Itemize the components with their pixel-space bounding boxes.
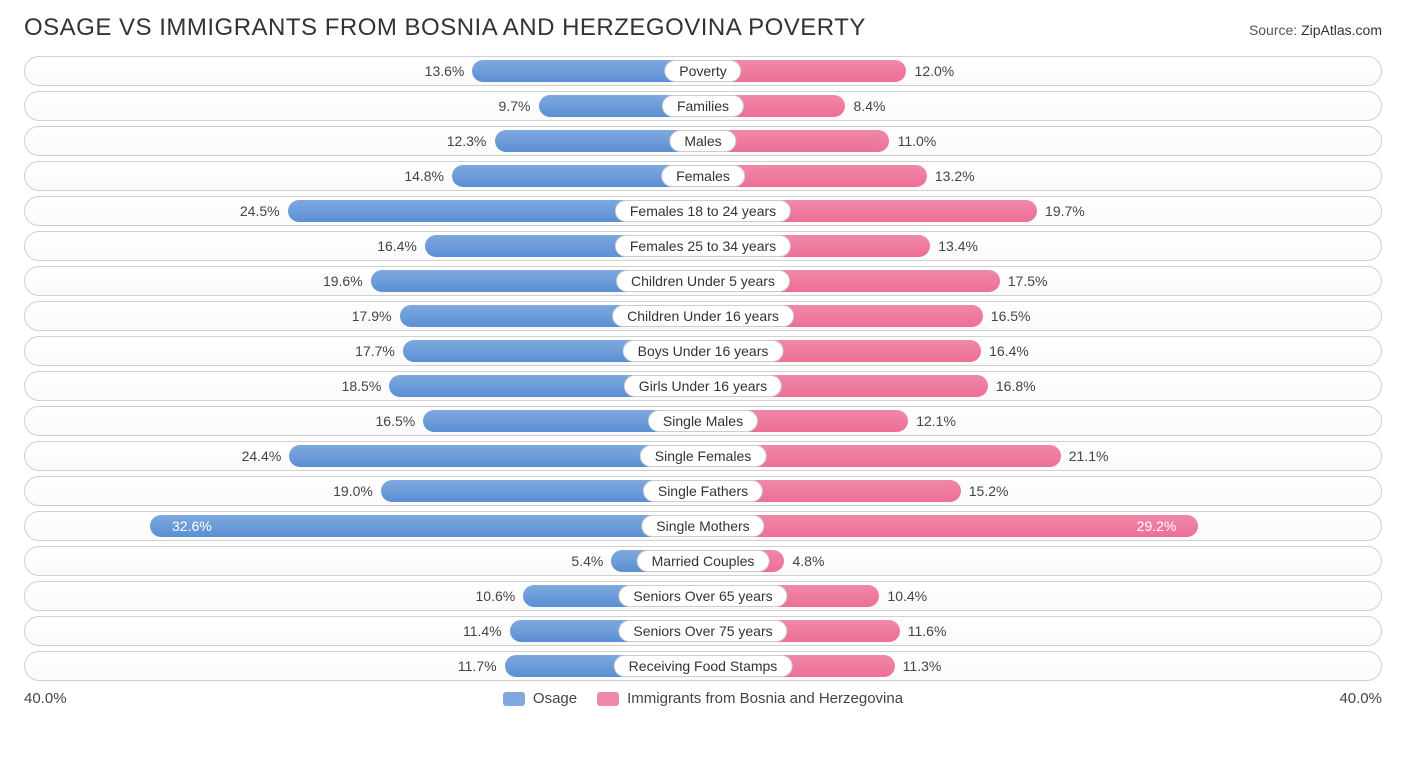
value-left: 11.7%	[458, 658, 497, 674]
value-left: 16.4%	[377, 238, 417, 254]
category-label: Poverty	[664, 60, 741, 82]
bar-left	[150, 515, 703, 537]
chart-row: 24.4% 21.1% Single Females	[24, 441, 1382, 471]
category-label: Receiving Food Stamps	[614, 655, 793, 677]
legend-item-left: Osage	[503, 690, 577, 707]
legend: Osage Immigrants from Bosnia and Herzego…	[503, 690, 903, 707]
category-label: Children Under 16 years	[612, 305, 794, 327]
value-left: 9.7%	[499, 98, 531, 114]
chart-row: 32.6% 29.2% Single Mothers	[24, 511, 1382, 541]
value-right: 10.4%	[887, 588, 927, 604]
chart-row: 17.7% 16.4% Boys Under 16 years	[24, 336, 1382, 366]
category-label: Married Couples	[637, 550, 770, 572]
category-label: Children Under 5 years	[616, 270, 790, 292]
legend-swatch-left	[503, 692, 525, 706]
legend-item-right: Immigrants from Bosnia and Herzegovina	[597, 690, 903, 707]
value-left: 13.6%	[425, 63, 465, 79]
legend-swatch-right	[597, 692, 619, 706]
value-right: 15.2%	[969, 483, 1009, 499]
value-right: 4.8%	[792, 553, 824, 569]
legend-label-left: Osage	[533, 690, 577, 707]
diverging-bar-chart: 13.6% 12.0% Poverty 9.7% 8.4% Families 12.3% 11…	[0, 50, 1406, 681]
category-label: Families	[662, 95, 744, 117]
value-left: 12.3%	[447, 133, 487, 149]
value-right: 12.0%	[915, 63, 955, 79]
chart-row: 17.9% 16.5% Children Under 16 years	[24, 301, 1382, 331]
legend-label-right: Immigrants from Bosnia and Herzegovina	[627, 690, 903, 707]
bar-right	[703, 515, 1198, 537]
value-left: 11.4%	[463, 623, 502, 639]
axis-max-right: 40.0%	[1339, 690, 1382, 707]
chart-row: 14.8% 13.2% Females	[24, 161, 1382, 191]
value-right: 13.4%	[938, 238, 978, 254]
value-right: 17.5%	[1008, 273, 1048, 289]
chart-row: 10.6% 10.4% Seniors Over 65 years	[24, 581, 1382, 611]
value-right: 11.3%	[903, 658, 942, 674]
value-left: 19.6%	[323, 273, 363, 289]
category-label: Single Mothers	[641, 515, 764, 537]
category-label: Seniors Over 75 years	[618, 620, 787, 642]
value-left: 32.6%	[164, 518, 212, 534]
value-right: 8.4%	[854, 98, 886, 114]
chart-row: 19.6% 17.5% Children Under 5 years	[24, 266, 1382, 296]
value-right: 16.5%	[991, 308, 1031, 324]
chart-row: 13.6% 12.0% Poverty	[24, 56, 1382, 86]
value-right: 29.2%	[1137, 518, 1185, 534]
category-label: Single Males	[648, 410, 758, 432]
value-left: 16.5%	[376, 413, 416, 429]
value-left: 17.9%	[352, 308, 392, 324]
category-label: Males	[669, 130, 736, 152]
axis-max-left: 40.0%	[24, 690, 67, 707]
category-label: Females 25 to 34 years	[615, 235, 791, 257]
value-left: 5.4%	[571, 553, 603, 569]
chart-row: 11.4% 11.6% Seniors Over 75 years	[24, 616, 1382, 646]
value-left: 17.7%	[355, 343, 395, 359]
source: Source: ZipAtlas.com	[1249, 22, 1382, 38]
chart-row: 16.5% 12.1% Single Males	[24, 406, 1382, 436]
value-left: 10.6%	[476, 588, 516, 604]
source-label: Source:	[1249, 22, 1297, 38]
category-label: Females	[661, 165, 745, 187]
category-label: Females 18 to 24 years	[615, 200, 791, 222]
value-right: 19.7%	[1045, 203, 1085, 219]
value-left: 19.0%	[333, 483, 373, 499]
value-right: 11.6%	[908, 623, 947, 639]
category-label: Single Females	[640, 445, 767, 467]
value-left: 18.5%	[342, 378, 382, 394]
value-right: 13.2%	[935, 168, 975, 184]
chart-row: 19.0% 15.2% Single Fathers	[24, 476, 1382, 506]
value-left: 24.4%	[242, 448, 282, 464]
value-right: 21.1%	[1069, 448, 1109, 464]
value-right: 12.1%	[916, 413, 956, 429]
category-label: Boys Under 16 years	[623, 340, 784, 362]
chart-row: 11.7% 11.3% Receiving Food Stamps	[24, 651, 1382, 681]
value-left: 24.5%	[240, 203, 280, 219]
source-value: ZipAtlas.com	[1301, 22, 1382, 38]
chart-row: 16.4% 13.4% Females 25 to 34 years	[24, 231, 1382, 261]
category-label: Single Fathers	[643, 480, 763, 502]
chart-row: 24.5% 19.7% Females 18 to 24 years	[24, 196, 1382, 226]
chart-row: 5.4% 4.8% Married Couples	[24, 546, 1382, 576]
chart-row: 9.7% 8.4% Families	[24, 91, 1382, 121]
value-left: 14.8%	[404, 168, 444, 184]
category-label: Seniors Over 65 years	[618, 585, 787, 607]
category-label: Girls Under 16 years	[624, 375, 782, 397]
chart-row: 12.3% 11.0% Males	[24, 126, 1382, 156]
value-right: 16.4%	[989, 343, 1029, 359]
value-right: 11.0%	[898, 133, 937, 149]
chart-row: 18.5% 16.8% Girls Under 16 years	[24, 371, 1382, 401]
value-right: 16.8%	[996, 378, 1036, 394]
page-title: OSAGE VS IMMIGRANTS FROM BOSNIA AND HERZ…	[24, 14, 866, 42]
